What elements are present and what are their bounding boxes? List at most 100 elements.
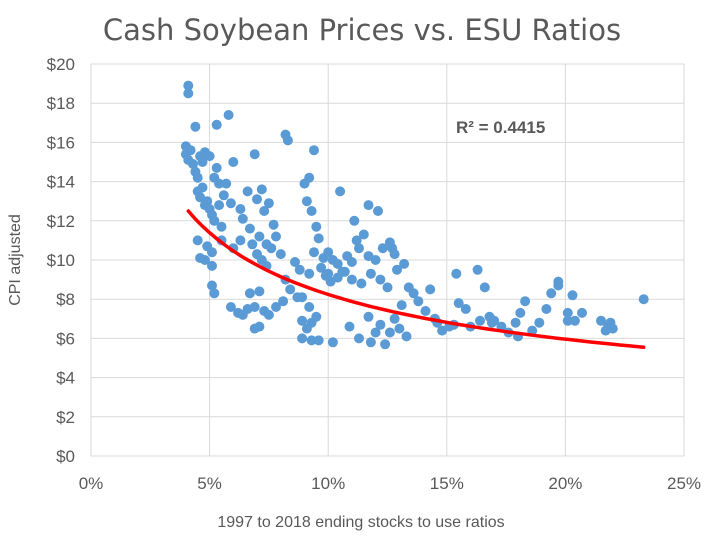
data-point [294, 264, 305, 275]
data-point [306, 335, 317, 346]
data-point [332, 272, 343, 283]
data-point [275, 249, 286, 260]
data-point [358, 229, 369, 240]
data-point [183, 88, 194, 99]
y-tick-label: $18 [47, 94, 75, 113]
data-point [271, 231, 281, 242]
data-point [211, 162, 222, 173]
y-tick-label: $20 [47, 55, 75, 74]
data-point [235, 204, 246, 214]
data-point [311, 221, 322, 232]
y-tick-label: $14 [47, 173, 75, 192]
data-point [271, 302, 281, 312]
data-point [249, 149, 260, 160]
y-axis-ticks: $0 $2 $4 $6 $8 $10 $12 $14 $16 $18 $20 [47, 55, 75, 466]
data-point [327, 337, 338, 348]
trendline [186, 209, 646, 349]
data-point [401, 331, 412, 342]
data-point [244, 223, 255, 234]
data-point [479, 282, 490, 293]
data-point [354, 333, 364, 344]
data-point [520, 296, 531, 307]
data-point [335, 186, 346, 197]
data-point [370, 255, 381, 265]
data-point [211, 119, 222, 130]
data-point [453, 298, 464, 309]
data-point [541, 304, 552, 314]
data-point [346, 257, 357, 267]
r-squared-label: R² = 0.4415 [456, 118, 545, 137]
data-point [301, 196, 312, 207]
data-point [562, 315, 573, 326]
data-point [225, 302, 236, 312]
data-point [567, 290, 578, 301]
data-point [197, 182, 208, 193]
data-point [420, 306, 431, 316]
data-point [297, 333, 308, 344]
data-point [244, 288, 255, 299]
data-point [197, 157, 208, 167]
data-point [392, 264, 402, 275]
data-point [475, 315, 485, 326]
data-point [373, 206, 383, 216]
data-point [363, 311, 374, 322]
data-point [207, 280, 217, 291]
data-point [306, 206, 317, 216]
data-point [190, 121, 201, 132]
data-point [304, 172, 315, 183]
y-tick-label: $10 [47, 251, 75, 270]
data-point [209, 288, 220, 299]
data-point [223, 110, 234, 120]
data-point [460, 304, 471, 314]
data-point [408, 288, 419, 299]
x-axis-title: 1997 to 2018 ending stocks to use ratios [217, 514, 504, 531]
data-point [534, 317, 545, 328]
data-point [192, 172, 203, 183]
data-point [596, 315, 606, 326]
data-points [180, 80, 649, 350]
data-point [228, 157, 239, 167]
data-point [199, 200, 210, 211]
data-point [569, 315, 580, 326]
data-point [638, 294, 649, 305]
data-point [256, 184, 267, 195]
data-point [370, 327, 381, 338]
data-point [384, 327, 395, 338]
data-point [354, 243, 364, 254]
data-point [304, 302, 315, 312]
data-point [311, 311, 322, 322]
data-point [263, 198, 274, 209]
data-point [218, 190, 229, 201]
data-point [394, 323, 405, 334]
y-tick-label: $12 [47, 212, 75, 231]
gridlines [90, 63, 685, 457]
data-point [242, 186, 253, 197]
data-point [380, 339, 391, 350]
data-point [297, 315, 308, 326]
data-point [356, 278, 367, 289]
data-point [259, 206, 270, 216]
y-axis-title: CPI adjusted [7, 214, 24, 306]
data-point [309, 145, 319, 156]
data-point [282, 135, 293, 146]
data-point [515, 307, 526, 318]
data-point [207, 247, 217, 258]
data-point [292, 292, 303, 303]
x-axis-ticks: 0% 5% 10% 15% 20% 25% [79, 474, 701, 493]
data-point [553, 276, 564, 287]
data-point [207, 260, 217, 271]
data-point [192, 235, 203, 246]
data-point [451, 268, 462, 279]
y-tick-label: $2 [56, 408, 75, 427]
data-point [268, 219, 279, 230]
data-point [365, 337, 376, 348]
data-point [278, 296, 289, 307]
x-tick-label: 5% [197, 474, 222, 493]
data-point [332, 258, 343, 269]
data-point [263, 309, 274, 320]
data-point [399, 258, 410, 269]
data-point [472, 264, 483, 275]
data-point [254, 231, 265, 242]
y-tick-label: $6 [56, 329, 75, 348]
